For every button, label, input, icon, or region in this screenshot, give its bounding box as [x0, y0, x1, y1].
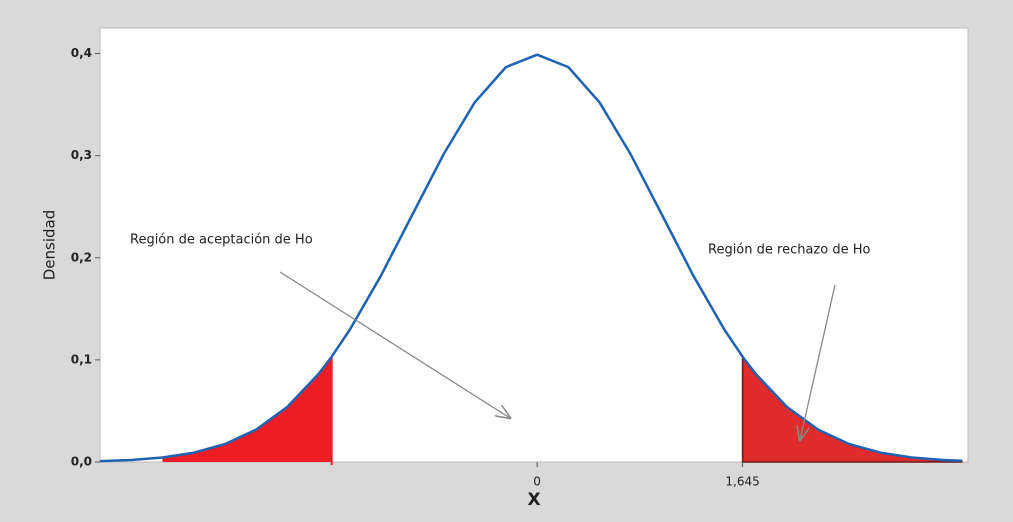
y-tick-label: 0,4: [71, 46, 92, 60]
annotation-arrow: [800, 284, 836, 440]
annotation: Región de aceptación de Ho: [130, 233, 313, 248]
shaded-region: [162, 356, 332, 462]
y-tick-label: 0,1: [71, 352, 92, 366]
plot-area: [99, 27, 969, 463]
x-tick-label: 0: [533, 475, 541, 489]
x-axis-label: X: [527, 490, 540, 510]
annotation-arrow: [279, 271, 510, 418]
y-axis-label: Densidad: [41, 210, 59, 281]
annotation: Región de rechazo de Ho: [708, 243, 870, 258]
density-curve: [99, 53, 962, 463]
y-tick-label: 0,2: [71, 250, 92, 264]
y-tick-label: 0,3: [71, 148, 92, 162]
y-tick-label: 0,0: [71, 455, 92, 469]
x-tick-label: 1,645: [725, 475, 759, 489]
